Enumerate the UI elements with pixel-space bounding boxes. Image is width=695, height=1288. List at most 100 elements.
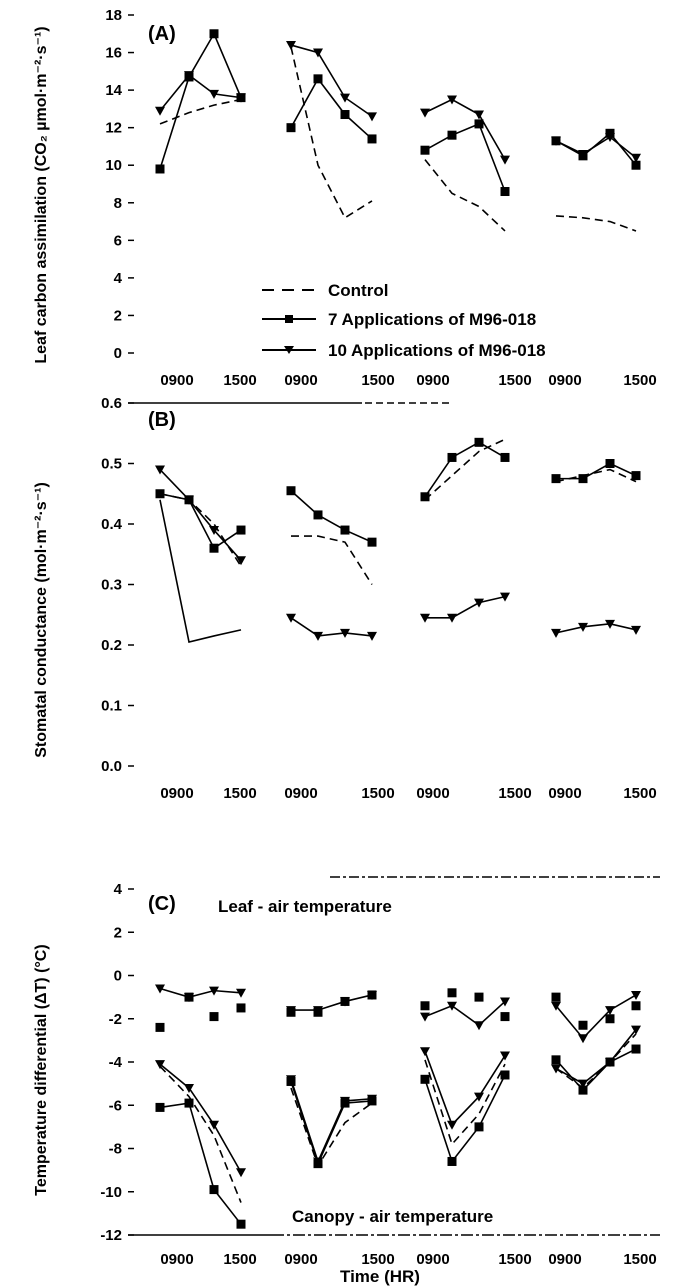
panel-b-series-2-point [209,526,219,536]
panel-c-series-3-point [155,1102,165,1112]
panel-c-y-tick-label: -4 [109,1054,123,1071]
panel-a-series-1-point [209,29,219,39]
panel-b-label: (B) [148,409,176,431]
panel-b-series-1-line [424,441,506,498]
panel-c-y-ticks: -12 -10 -8 -6 -4 -2 0 2 4 [100,881,134,1244]
legend-marker-triangle [284,346,294,354]
panel-b-series-1-point [209,543,219,553]
panel-b-y-tick-label: 0.6 [101,395,122,412]
panel-a-y-tick-label: 18 [105,7,122,24]
panel-a-series-2-line [424,98,506,160]
panel-a-series [155,29,641,232]
panel-b-series-2-point [447,613,457,623]
panel-c-series-3-point [236,1219,246,1229]
panel-c-x-tick-label: 0900 [416,1251,449,1268]
panel-a-y-tick-label: 12 [105,120,122,137]
panel-a-x-tick-label: 0900 [548,372,581,389]
panel-a-series-1-line [555,132,637,166]
panel-c-series-3-point [578,1085,588,1095]
panel-c-series-3-line [555,1048,637,1092]
panel-a-y-tick-label: 4 [114,270,123,287]
panel-c-series-3-point [447,1156,457,1166]
panel-b-x-tick-label: 1500 [498,785,531,802]
panel-b-series-2-point [155,465,165,475]
panel-b-x-tick-label: 0900 [284,785,317,802]
panel-a-series-1-point [420,145,430,155]
annotation-canopy-air: Canopy - air temperature [292,1207,493,1226]
panel-a-y-axis-label: Leaf carbon assimilation (CO₂ µmol·m⁻²·s… [33,26,50,363]
panel-a-y-ticks: 0 2 4 6 8 10 12 14 16 18 [105,7,134,362]
panel-c-y-tick-label: -12 [100,1227,122,1244]
panel-a-series-1-line [290,77,373,140]
panel-c-series-0-point [447,988,457,998]
panel-a-series-2-point [367,112,377,122]
panel-c-series-3-point [551,1055,561,1065]
panel-b-series-1-point [155,489,165,499]
panel-c-x-tick-label: 0900 [284,1251,317,1268]
panel-a-series-0-line [424,159,506,232]
panel-a-label: (A) [148,23,176,45]
panel-a-y-tick-label: 0 [114,345,122,362]
panel-c-series-1-point [578,1034,588,1044]
panel-c-series-4-point [184,1083,194,1093]
panel-a-x-ticks: 0900 1500 0900 1500 0900 1500 0900 1500 [160,372,656,389]
panel-c-series-1-line [424,1000,506,1027]
panel-c-series-0-point [155,1022,165,1032]
panel-c-series-3-point [184,1098,194,1108]
panel-c-series-3-point [420,1074,430,1084]
panel-b-series-2-point [551,628,561,638]
panel-a-series-1-point [313,74,323,84]
panel-c-series-4-point [236,1168,246,1178]
panel-c-series-4-point [286,1075,296,1085]
panel-c-series-1-point [209,986,219,996]
panel-b-series-2-point [313,631,323,641]
panel-c-series-0-point [500,1012,510,1022]
panel-c-y-tick-label: -8 [109,1141,122,1158]
panel-c-series-1-point [631,990,641,1000]
panel-a-series-1-point [500,187,510,197]
panel-c-series-4-point [340,1096,350,1106]
panel-b-series-2-line [290,617,373,637]
panel-a-series-2-line [555,136,637,159]
panel-b-y-tick-label: 0.5 [101,456,122,473]
panel-c-series-1-point [420,1012,430,1022]
panel-c-series-1-point [340,997,350,1007]
panel-b-series-2-point [286,613,296,623]
panel-b-series-2-point [500,592,510,602]
panel-b-x-tick-label: 0900 [160,785,193,802]
panel-b-series-1-point [340,525,350,535]
panel-a-x-tick-label: 1500 [361,372,394,389]
panel-a-series-2-point [551,136,561,146]
panel-c-series-0-point [605,1014,615,1024]
panel-a-series-2-point [313,48,323,58]
panel-b-series-2-line [555,623,637,634]
panel-b-series-1-point [286,486,296,496]
panel-c-series-1-point [605,1006,615,1016]
panel-b-x-tick-label: 0900 [416,785,449,802]
panel-a-series-2-point [155,106,165,116]
panel-b-y-ticks: 0.0 0.1 0.2 0.3 0.4 0.5 0.6 [101,395,134,775]
panel-c-series-3-point [209,1185,219,1195]
panel-a-x-tick-label: 0900 [160,372,193,389]
panel-a-series-2-point [500,155,510,165]
panel-b: (B) 0.0 0.1 0.2 0.3 0.4 0.5 0.6 0900 1500 0900 15… [33,395,657,802]
panel-c-series-1-point [184,993,194,1003]
panel-a-series-1-point [447,130,457,140]
panel-c-series-1-line [555,994,637,1040]
panel-c-series-1-line [291,994,373,1011]
panel-b-series-2-point [631,625,641,635]
annotation-leaf-air: Leaf - air temperature [218,897,392,916]
panel-b-x-tick-label: 0900 [548,785,581,802]
panel-a-series-2-line [159,73,242,112]
panel-b-series-1-point [605,459,615,468]
panel-c-series-1-line [159,987,242,998]
panel-c-series-0-point [631,1001,641,1011]
panel-b-x-tick-label: 1500 [223,785,256,802]
panel-c-series-1-point [551,1001,561,1011]
panel-c-series-2-line [555,1033,637,1089]
panel-c-series-4-point [551,1064,561,1074]
panel-b-series-2-point [605,619,615,629]
